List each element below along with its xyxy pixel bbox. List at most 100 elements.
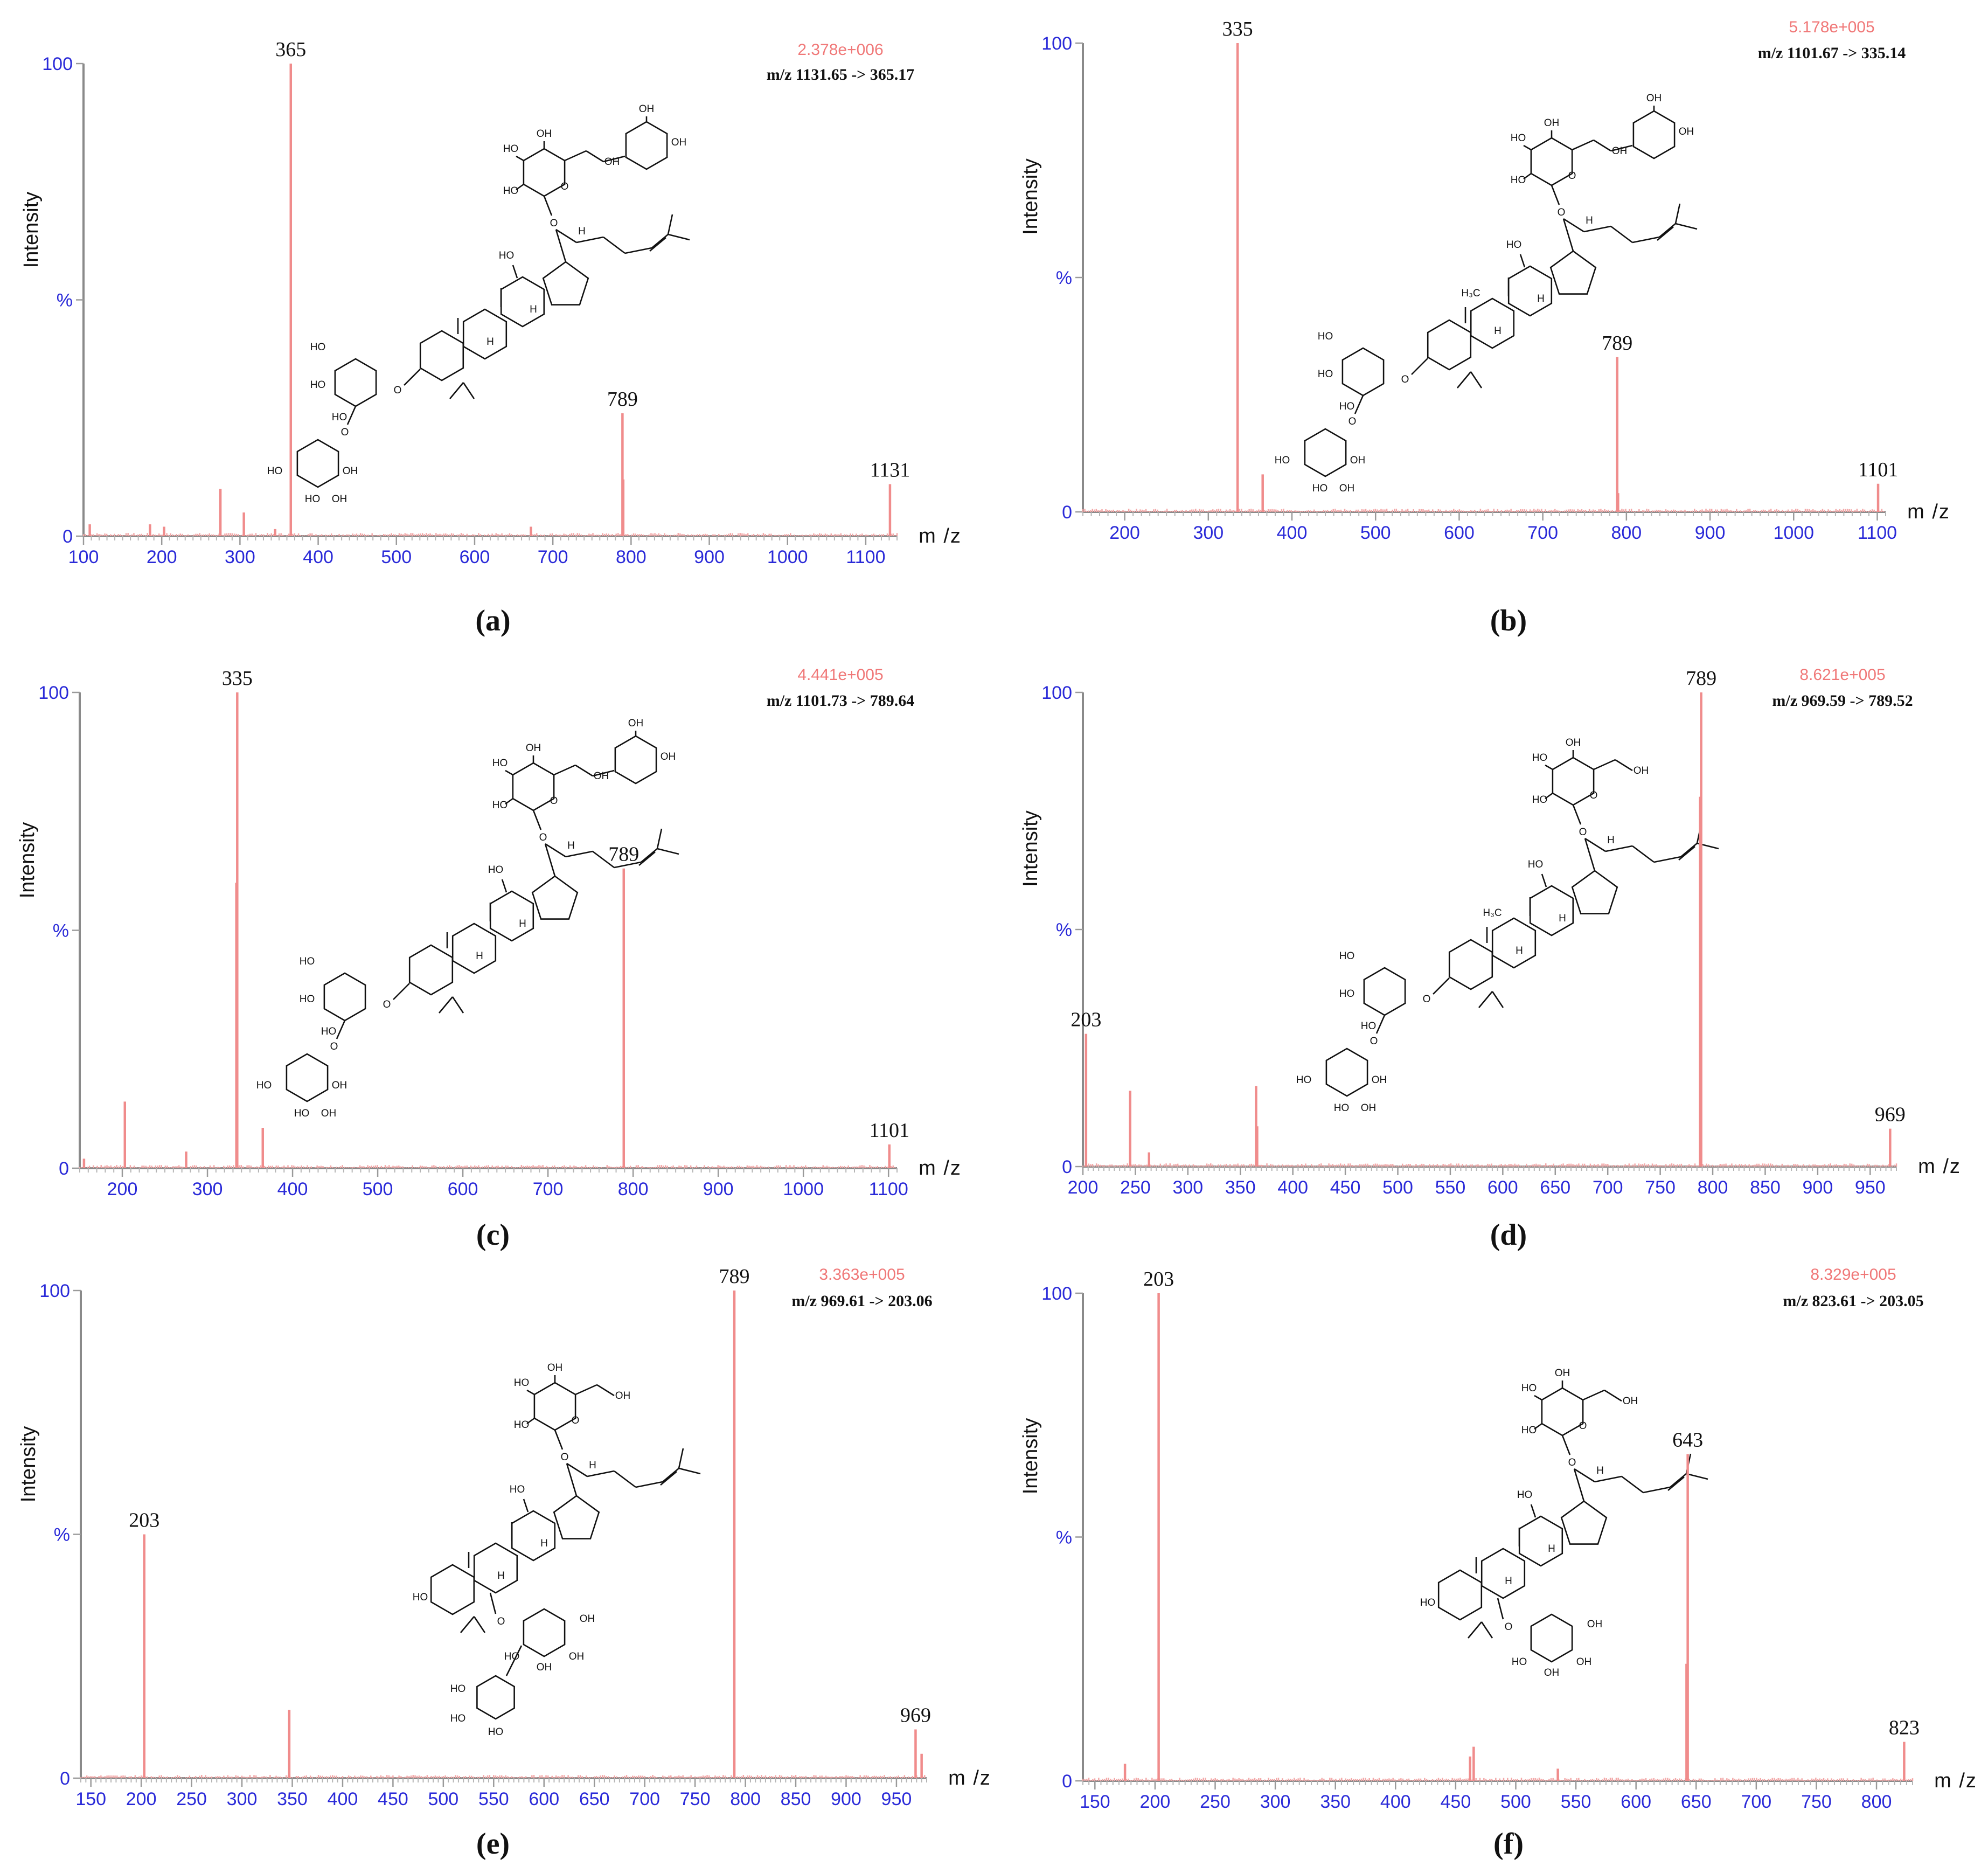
bond [439, 996, 453, 1014]
x-tick-label: 500 [1360, 523, 1391, 543]
oxygen-label: O [394, 385, 402, 396]
peak-label-823: 823 [1889, 1717, 1920, 1739]
peak-label-643: 643 [1672, 1429, 1703, 1452]
bond [460, 1616, 475, 1633]
x-tick-label: 400 [328, 1789, 358, 1809]
x-tick-label: 300 [225, 547, 255, 567]
hydroxyl-label: HO [321, 1026, 337, 1037]
hydroxyl-label: HO [450, 1713, 466, 1724]
hydroxyl-label: OH [1646, 93, 1662, 104]
peak-label-1101: 1101 [1858, 459, 1899, 481]
peak-label-789: 789 [719, 1265, 750, 1288]
hydroxyl-label: HO [310, 379, 326, 391]
x-tick-label: 700 [1741, 1792, 1771, 1812]
steroid-ring-c [489, 890, 534, 942]
bond [1563, 218, 1584, 233]
bond [1615, 759, 1633, 772]
steroid-ring-a [1437, 1569, 1483, 1621]
mrm-transition: m/z 1101.67 -> 335.14 [1758, 44, 1906, 62]
panel-label: (c) [476, 1218, 510, 1252]
bond [1491, 991, 1504, 1008]
peak-label-969: 969 [1875, 1104, 1906, 1126]
x-tick-label: 950 [1855, 1177, 1886, 1198]
sugar-ring-bottom [286, 1053, 329, 1102]
x-tick-label: 900 [1695, 523, 1726, 543]
bond [489, 1592, 497, 1614]
oxygen-label: O [1348, 416, 1357, 427]
hydrogen-label: H [519, 918, 526, 929]
y-axis-title: Intensity [1019, 158, 1042, 235]
oxygen-label: O [1579, 1420, 1587, 1432]
bond [473, 1616, 486, 1633]
panel-label: (e) [476, 1827, 510, 1861]
peak-label-335: 335 [1222, 18, 1253, 40]
hydroxyl-label: HO [1361, 1021, 1377, 1032]
peak-label-789: 789 [1686, 667, 1716, 690]
hydrogen-label: H [1559, 913, 1566, 924]
hydroxyl-label: OH [1623, 1396, 1638, 1407]
base-peak-intensity: 4.441e+005 [797, 666, 883, 684]
base-peak-intensity: 8.621e+005 [1799, 666, 1885, 684]
bond [1659, 223, 1676, 238]
steroid-ring-b [1491, 917, 1537, 969]
bond [678, 1467, 701, 1475]
bond [523, 1499, 529, 1513]
bond [1584, 838, 1596, 871]
x-tick-label: 1100 [869, 1179, 908, 1199]
x-tick-label: 700 [1593, 1177, 1623, 1198]
x-tick-label: 1100 [1858, 523, 1897, 543]
y-axis-title: Intensity [17, 1426, 40, 1503]
panel-label: (a) [475, 604, 510, 637]
bond [1497, 1598, 1504, 1620]
hydrogen-label: H [1516, 945, 1523, 956]
x-axis-title: m /z [1907, 501, 1950, 523]
x-tick-label: 750 [1645, 1177, 1676, 1198]
mrm-transition: m/z 1131.65 -> 365.17 [767, 66, 915, 84]
bond [543, 196, 553, 216]
bond [462, 382, 475, 399]
peak-label-203: 203 [1071, 1009, 1101, 1031]
steroid-ring-a [1427, 319, 1472, 371]
bond [505, 769, 513, 776]
y-tick-label: 100 [38, 683, 69, 703]
bond [1480, 1621, 1493, 1639]
hydroxyl-label: HO [1511, 175, 1526, 186]
bond [1468, 1621, 1482, 1639]
bond [1562, 218, 1574, 252]
x-tick-label: 700 [538, 547, 568, 567]
x-tick-label: 750 [680, 1789, 711, 1809]
hydroxyl-label: HO [1339, 988, 1355, 1000]
hydroxyl-label: HO [1318, 369, 1333, 380]
hydroxyl-label: OH [1679, 126, 1694, 137]
y-axis-title: Intensity [1019, 810, 1042, 887]
hydroxyl-label: OH [1350, 455, 1366, 466]
hydroxyl-label: HO [1532, 752, 1548, 764]
hydroxyl-label: HO [1420, 1597, 1436, 1608]
y-axis-title: Intensity [1019, 1418, 1042, 1495]
x-tick-label: 150 [75, 1789, 106, 1809]
hydroxyl-label: HO [1506, 239, 1522, 251]
bond [505, 797, 513, 805]
hydroxyl-label: OH [1361, 1102, 1377, 1114]
steroid-ring-a [430, 1564, 475, 1615]
bond [1411, 358, 1428, 375]
y-tick-label: 0 [1062, 1157, 1072, 1177]
y-tick-label: 0 [62, 526, 73, 547]
x-tick-label: 800 [616, 547, 647, 567]
bond [649, 237, 666, 252]
bond [336, 1020, 346, 1039]
hydrogen-label: H [589, 1460, 596, 1471]
x-tick-label: 650 [1540, 1177, 1570, 1198]
steroid-ring-c [1507, 265, 1553, 317]
bond [555, 229, 567, 262]
bond [656, 828, 663, 849]
bond [1375, 1015, 1386, 1034]
y-tick-label: 0 [1062, 1771, 1072, 1792]
hydrogen-label: H [476, 951, 483, 962]
bond [1457, 371, 1471, 389]
peak-label-203: 203 [1143, 1268, 1174, 1291]
bond [603, 155, 625, 163]
